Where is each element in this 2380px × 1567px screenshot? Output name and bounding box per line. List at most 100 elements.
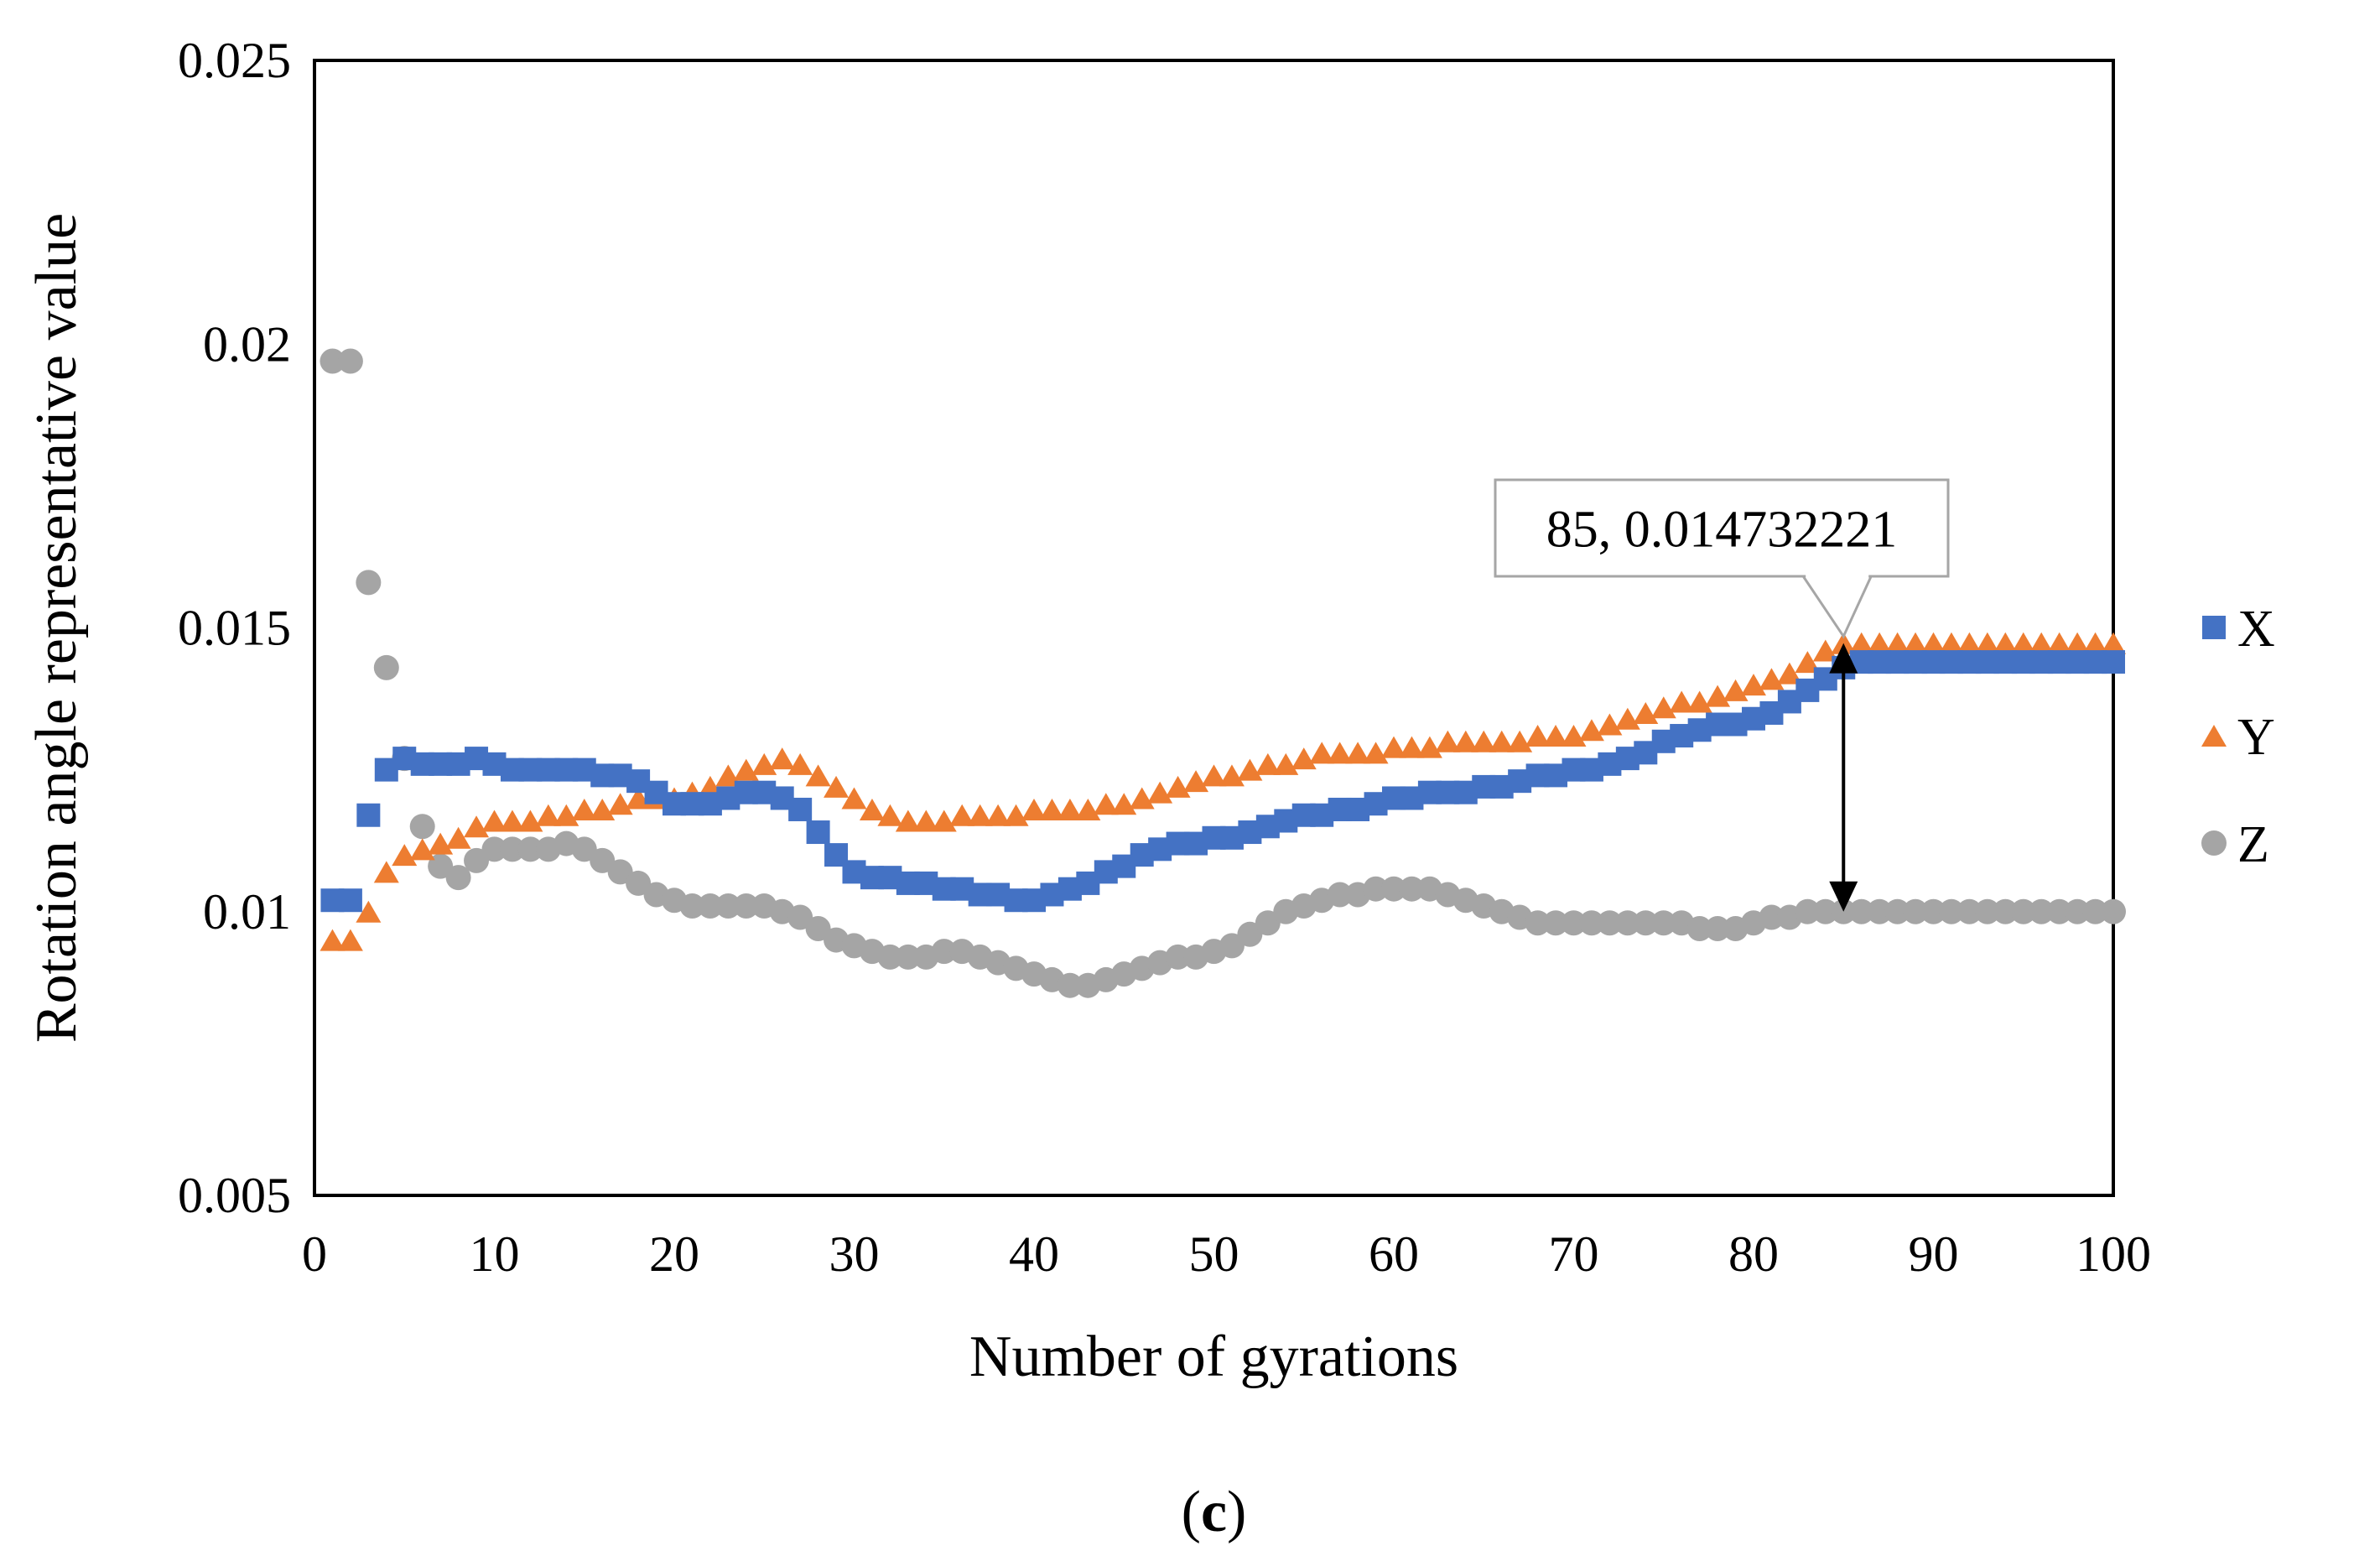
arrow-head-up [1829, 643, 1858, 674]
point-z [1956, 898, 1982, 924]
point-z [733, 893, 759, 919]
point-y [1435, 730, 1461, 752]
point-z [626, 870, 652, 896]
point-y [1614, 707, 1640, 730]
callout-pointer [1801, 575, 1873, 639]
point-y [985, 804, 1011, 826]
x-tick-label: 30 [829, 1226, 880, 1282]
legend-marker-z [2201, 830, 2227, 856]
point-z [1974, 898, 2000, 924]
point-y [1974, 632, 2000, 654]
point-x [356, 803, 381, 827]
point-z [1525, 910, 1551, 936]
point-y [733, 758, 759, 781]
x-tick-label: 90 [1909, 1226, 1959, 1282]
point-y [2101, 632, 2126, 654]
point-y [2010, 632, 2036, 654]
point-z [2101, 898, 2126, 924]
point-x [788, 797, 813, 821]
point-y [1381, 736, 1406, 758]
point-y [392, 844, 418, 867]
point-y [1903, 632, 1929, 654]
point-y [1327, 742, 1353, 764]
x-tick-label: 50 [1189, 1226, 1239, 1282]
x-tick-label: 40 [1009, 1226, 1059, 1282]
point-z [337, 348, 363, 374]
x-tick-label: 70 [1549, 1226, 1599, 1282]
x-tick-label: 100 [2076, 1226, 2151, 1282]
point-y [1867, 632, 1893, 654]
legend-marker-x [2202, 616, 2226, 639]
point-y [1669, 690, 1695, 713]
point-z [1237, 921, 1263, 947]
y-axis-ticks: 0.005 0.01 0.015 0.02 0.025 [178, 33, 291, 1223]
point-y [1650, 696, 1676, 719]
legend-item-y: Y [2201, 709, 2275, 766]
point-y [1686, 690, 1712, 713]
point-z [1597, 910, 1623, 936]
point-z [1795, 898, 1821, 924]
legend-item-z: Z [2201, 816, 2269, 873]
y-tick-label: 0.005 [178, 1168, 291, 1223]
point-y [445, 826, 471, 849]
point-y [1597, 713, 1623, 736]
point-y [481, 810, 507, 832]
point-y [1920, 632, 1946, 654]
y-tick-label: 0.02 [203, 316, 291, 372]
series-marks [320, 348, 2126, 998]
series-y [320, 632, 2126, 951]
arrow-head-down [1829, 881, 1858, 912]
point-z [1327, 882, 1353, 908]
point-y [1075, 798, 1101, 820]
point-z [1057, 972, 1083, 998]
point-y [1705, 685, 1731, 707]
point-z [1884, 898, 1910, 924]
point-y [1759, 668, 1785, 690]
point-z [2029, 898, 2055, 924]
x-tick-label: 10 [470, 1226, 520, 1282]
point-y [1578, 719, 1604, 742]
point-y [409, 838, 435, 861]
point-y [1237, 758, 1263, 781]
point-y [877, 804, 903, 826]
point-z [1561, 910, 1587, 936]
point-z [1399, 876, 1425, 902]
point-y [1884, 632, 1910, 654]
point-y [949, 804, 975, 826]
point-z [1219, 933, 1245, 959]
point-z [1903, 898, 1929, 924]
point-z [445, 865, 471, 891]
point-z [679, 893, 705, 919]
point-z [1363, 876, 1389, 902]
point-y [607, 793, 633, 815]
point-y [2065, 632, 2091, 654]
point-z [571, 836, 597, 862]
point-y [1309, 742, 1335, 764]
x-tick-label: 0 [302, 1226, 327, 1282]
point-z [2065, 898, 2091, 924]
point-y [535, 804, 561, 826]
point-y [1093, 793, 1119, 815]
point-z [1614, 910, 1640, 936]
point-z [805, 916, 831, 942]
point-y [1021, 798, 1047, 820]
point-z [320, 348, 346, 374]
point-y [1057, 798, 1083, 820]
point-y [1219, 764, 1245, 787]
point-y [805, 764, 831, 787]
x-tick-label: 20 [649, 1226, 699, 1282]
point-z [1255, 910, 1281, 936]
point-y [1993, 632, 2019, 654]
point-y [1723, 679, 1749, 701]
point-z [409, 814, 435, 840]
panel-label: (c) [1182, 1480, 1247, 1544]
legend-item-x: X [2202, 601, 2275, 658]
point-y [337, 929, 363, 951]
point-y [1956, 632, 1982, 654]
y-tick-label: 0.025 [178, 33, 291, 88]
point-y [1129, 787, 1155, 810]
panel-label-close: ) [1227, 1480, 1246, 1544]
point-y [895, 810, 921, 832]
point-z [1920, 898, 1946, 924]
point-y [356, 900, 382, 923]
